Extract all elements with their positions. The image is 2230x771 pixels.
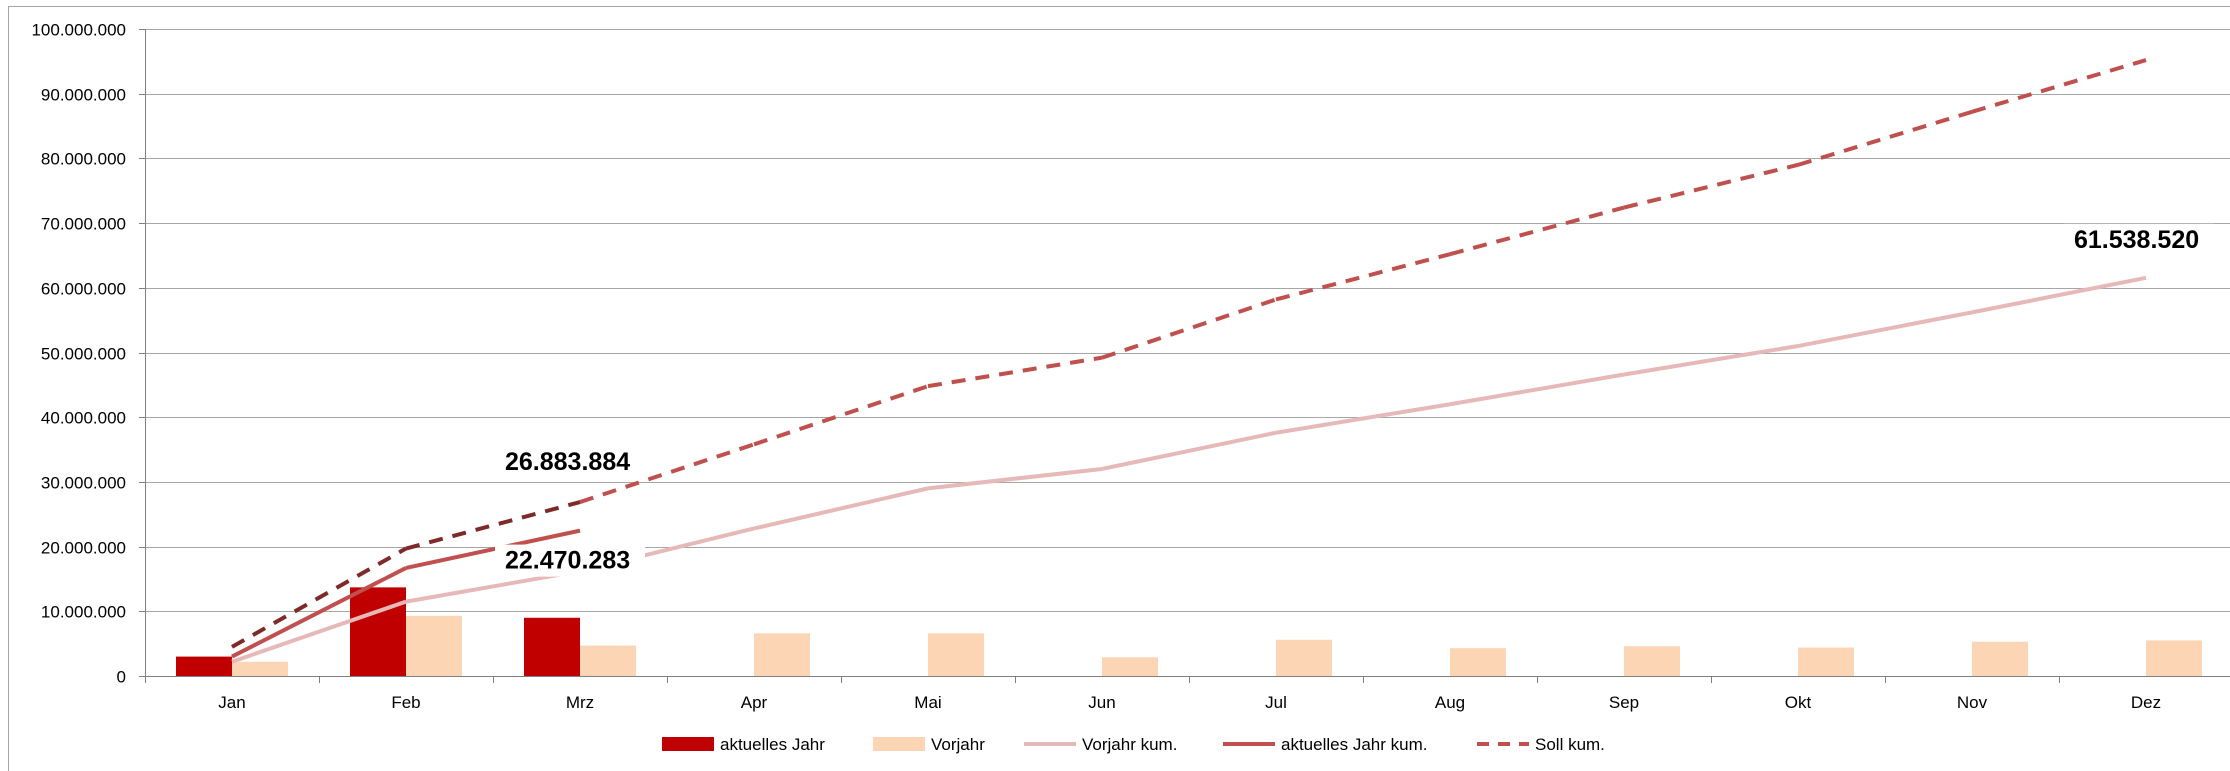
line-vorjahr-kum- [1971,275,2147,315]
legend-swatch [873,737,925,751]
bar-vorjahr [406,615,462,676]
line-aktuelles-jahr-kum- [231,566,407,659]
x-category-label: Aug [1435,693,1465,712]
y-tick-label: 80.000.000 [41,150,126,169]
annotation-background [495,544,645,577]
x-category-label: Okt [1785,693,1812,712]
y-tick-label: 10.000.000 [41,603,126,622]
bar-vorjahr [1102,657,1158,676]
line-soll-kum- [579,442,755,504]
line-soll-kum- [405,500,581,551]
bar-vorjahr [1798,647,1854,676]
bar-vorjahr [1624,646,1680,676]
data-label: 22.470.283 [505,547,630,575]
line-soll-kum- [1275,252,1451,302]
annotation-background [495,446,645,479]
bar-vorjahr [1276,639,1332,676]
y-tick-label: 30.000.000 [41,474,126,493]
line-soll-kum- [1101,297,1277,360]
data-label: 61.538.520 [2074,226,2199,254]
line-vorjahr-kum- [753,486,929,531]
legend-label: Vorjahr [931,735,985,754]
x-category-label: Sep [1609,693,1639,712]
line-vorjahr-kum- [1623,344,1799,377]
line-soll-kum- [1449,205,1625,257]
data-annotations: 26.883.884 22.470.283 61.538.520 [495,223,2214,577]
x-category-label: Dez [2131,693,2161,712]
bar-vorjahr [1972,641,2028,676]
bar-vorjahr [232,661,288,676]
legend-swatch [662,737,714,751]
bar-vorjahr [580,645,636,676]
legend-label: Vorjahr kum. [1082,735,1177,754]
legend-label: aktuelles Jahr kum. [1281,735,1427,754]
line-aktuelles-jahr-kum- [405,528,581,570]
x-category-label: Nov [1957,693,1988,712]
x-category-label: Mai [914,693,941,712]
legend-label: aktuelles Jahr [720,735,825,754]
line-soll-kum- [927,355,1103,389]
line-soll-kum- [753,384,929,447]
y-axis-ticks: 0 10.000.000 20.000.000 30.000.000 40.000.00… [31,21,126,687]
bar-aktuelles-jahr [176,656,232,676]
y-tick-label: 100.000.000 [31,21,126,40]
bar-vorjahr [1450,648,1506,676]
gridlines [145,29,2230,612]
line-soll-kum- [231,546,407,649]
line-vorjahr-kum- [927,466,1103,491]
x-category-label: Mrz [566,693,594,712]
line-vorjahr-kum- [1449,372,1625,407]
x-axis-categories: Jan Feb Mrz Apr Mai Jun Jul Aug Sep Okt Nov Dez [218,693,2161,712]
bar-aktuelles-jahr [524,617,580,676]
legend: aktuelles Jahr Vorjahr Vorjahr kum. aktuell… [662,735,1605,754]
series-lines [231,58,2147,664]
x-axis [139,29,2230,683]
bar-vorjahr [754,633,810,676]
bar-aktuelles-jahr [350,587,406,676]
line-vorjahr-kum- [1101,430,1277,471]
bar-vorjahr [2146,640,2202,676]
y-tick-label: 40.000.000 [41,409,126,428]
line-soll-kum- [1797,109,1973,167]
line-vorjahr-kum- [231,599,407,664]
y-tick-label: 70.000.000 [41,215,126,234]
y-tick-label: 50.000.000 [41,345,126,364]
line-vorjahr-kum- [1797,310,1973,348]
y-tick-label: 0 [117,668,126,687]
y-tick-label: 90.000.000 [41,86,126,105]
y-tick-label: 20.000.000 [41,539,126,558]
bars [176,587,2202,676]
line-soll-kum- [1971,58,2147,114]
legend-label: Soll kum. [1535,735,1605,754]
bar-vorjahr [928,633,984,676]
line-soll-kum- [1623,162,1799,210]
x-category-label: Jan [218,693,245,712]
x-category-label: Apr [741,693,768,712]
y-tick-label: 60.000.000 [41,280,126,299]
x-category-label: Jun [1088,693,1115,712]
annotation-background [2064,223,2214,256]
x-category-label: Jul [1265,693,1287,712]
line-vorjahr-kum- [1275,402,1451,435]
data-label: 26.883.884 [505,448,630,476]
x-category-label: Feb [391,693,420,712]
